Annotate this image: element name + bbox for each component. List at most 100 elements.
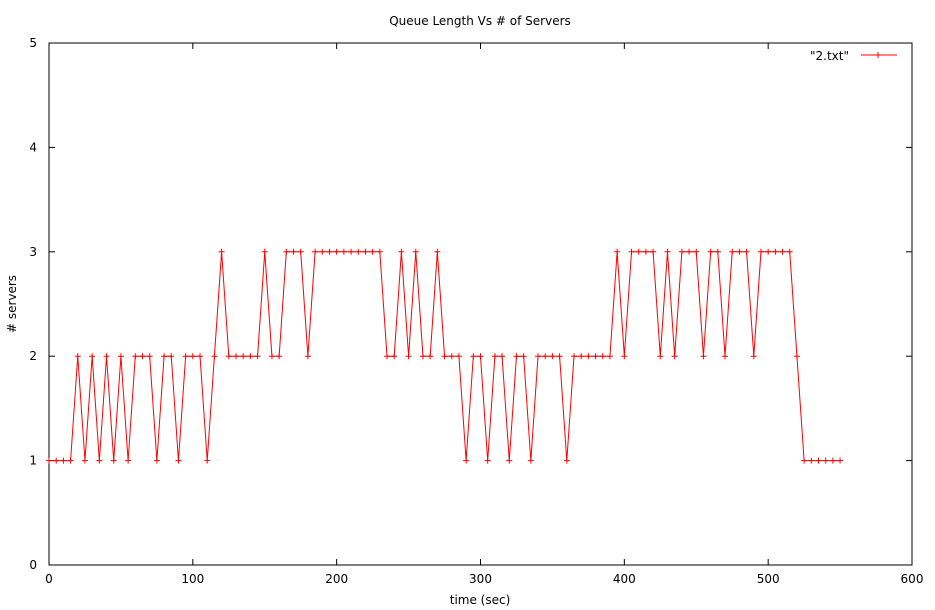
data-point: [254, 353, 261, 360]
data-point: [606, 353, 613, 360]
data-point: [635, 248, 642, 255]
data-point: [729, 248, 736, 255]
data-point: [412, 248, 419, 255]
data-point: [750, 353, 757, 360]
data-point: [585, 353, 592, 360]
data-point: [628, 248, 635, 255]
data-point: [391, 353, 398, 360]
data-point: [81, 457, 88, 464]
data-point: [463, 457, 470, 464]
data-point: [312, 248, 319, 255]
y-tick-label: 4: [29, 140, 37, 154]
data-point: [513, 353, 520, 360]
data-point: [535, 353, 542, 360]
data-point: [132, 353, 139, 360]
legend: "2.txt": [810, 49, 897, 63]
data-point: [46, 457, 52, 464]
data-point: [772, 248, 779, 255]
plot-frame: [48, 42, 913, 566]
data-point: [448, 353, 455, 360]
data-point: [103, 353, 110, 360]
data-point: [290, 248, 297, 255]
data-point: [506, 457, 513, 464]
data-point: [297, 248, 304, 255]
data-point: [578, 353, 585, 360]
data-point: [384, 353, 391, 360]
data-point: [822, 457, 829, 464]
data-point: [650, 248, 657, 255]
data-point: [779, 248, 786, 255]
data-point: [477, 353, 484, 360]
data-point: [542, 353, 549, 360]
x-axis-label: time (sec): [450, 593, 511, 607]
y-tick-label: 0: [29, 558, 37, 572]
data-point: [232, 353, 239, 360]
legend-marker: [875, 52, 881, 58]
x-tick-label: 400: [613, 572, 636, 586]
data-point: [527, 457, 534, 464]
data-point: [765, 248, 772, 255]
data-point: [743, 248, 750, 255]
data-point: [793, 353, 800, 360]
data-point: [240, 353, 247, 360]
data-point: [218, 248, 225, 255]
data-point: [671, 353, 678, 360]
data-point: [283, 248, 290, 255]
data-point: [146, 353, 153, 360]
series-layer: [46, 248, 844, 464]
y-tick-label: 5: [29, 36, 37, 50]
data-point: [153, 457, 160, 464]
data-point: [168, 353, 175, 360]
chart-title: Queue Length Vs # of Servers: [389, 14, 571, 28]
data-point: [405, 353, 412, 360]
data-point: [189, 353, 196, 360]
data-point: [642, 248, 649, 255]
data-point: [815, 457, 822, 464]
data-point: [499, 353, 506, 360]
data-point: [304, 353, 311, 360]
data-point: [355, 248, 362, 255]
data-point: [714, 248, 721, 255]
data-point: [434, 248, 441, 255]
data-point: [614, 248, 621, 255]
data-point: [161, 353, 168, 360]
data-point: [175, 457, 182, 464]
data-point: [427, 353, 434, 360]
data-point: [686, 248, 693, 255]
data-point: [707, 248, 714, 255]
data-point: [211, 353, 218, 360]
data-point: [563, 457, 570, 464]
data-point: [96, 457, 103, 464]
x-tick-label: 100: [181, 572, 204, 586]
data-point: [376, 248, 383, 255]
data-point: [470, 353, 477, 360]
x-tick-label: 500: [757, 572, 780, 586]
data-point: [204, 457, 211, 464]
data-point: [592, 353, 599, 360]
data-point: [197, 353, 204, 360]
data-point: [74, 353, 81, 360]
data-point: [419, 353, 426, 360]
data-point: [491, 353, 498, 360]
data-point: [67, 457, 74, 464]
data-point: [829, 457, 836, 464]
data-point: [247, 353, 254, 360]
x-tick-label: 300: [469, 572, 492, 586]
data-point: [362, 248, 369, 255]
data-point: [570, 353, 577, 360]
data-point: [455, 353, 462, 360]
data-point: [657, 353, 664, 360]
data-point: [369, 248, 376, 255]
data-point: [808, 457, 815, 464]
y-tick-label: 1: [29, 454, 37, 468]
data-point: [225, 353, 232, 360]
data-point: [398, 248, 405, 255]
data-point: [556, 353, 563, 360]
axis-ticks: 0 100 200 300 400 500 600 0 1 2 3 4 5: [29, 36, 923, 586]
data-point: [722, 353, 729, 360]
data-point: [60, 457, 67, 464]
x-tick-label: 600: [901, 572, 924, 586]
data-point: [786, 248, 793, 255]
data-point: [261, 248, 268, 255]
